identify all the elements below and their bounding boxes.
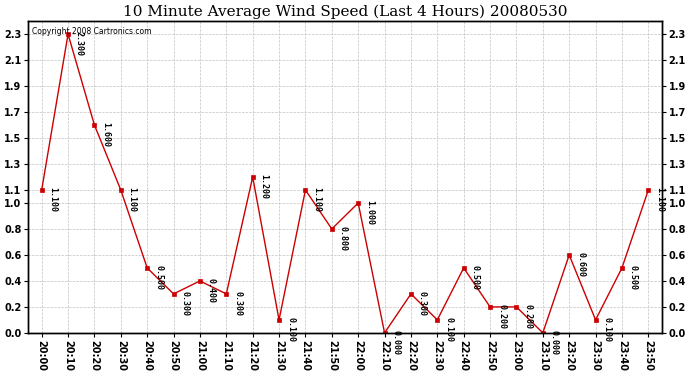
Text: Copyright 2008 Cartronics.com: Copyright 2008 Cartronics.com [32, 27, 151, 36]
Text: 0.200: 0.200 [524, 304, 533, 329]
Text: 0.500: 0.500 [471, 265, 480, 290]
Text: 1.100: 1.100 [313, 187, 322, 212]
Text: 0.200: 0.200 [497, 304, 506, 329]
Text: 1.100: 1.100 [48, 187, 58, 212]
Text: 0.000: 0.000 [550, 330, 559, 355]
Text: 0.300: 0.300 [181, 291, 190, 316]
Text: 0.600: 0.600 [576, 252, 585, 277]
Text: 0.100: 0.100 [602, 317, 611, 342]
Text: 1.000: 1.000 [365, 200, 374, 225]
Text: 0.300: 0.300 [233, 291, 242, 316]
Text: 0.000: 0.000 [391, 330, 400, 355]
Text: 1.200: 1.200 [259, 174, 268, 199]
Title: 10 Minute Average Wind Speed (Last 4 Hours) 20080530: 10 Minute Average Wind Speed (Last 4 Hou… [123, 4, 567, 18]
Text: 0.500: 0.500 [629, 265, 638, 290]
Text: 0.300: 0.300 [418, 291, 427, 316]
Text: 0.100: 0.100 [444, 317, 453, 342]
Text: 0.500: 0.500 [154, 265, 163, 290]
Text: 0.800: 0.800 [339, 226, 348, 251]
Text: 1.100: 1.100 [656, 187, 664, 212]
Text: 0.400: 0.400 [207, 278, 216, 303]
Text: 1.600: 1.600 [101, 122, 110, 147]
Text: 1.100: 1.100 [128, 187, 137, 212]
Text: 2.300: 2.300 [75, 32, 84, 56]
Text: 0.100: 0.100 [286, 317, 295, 342]
